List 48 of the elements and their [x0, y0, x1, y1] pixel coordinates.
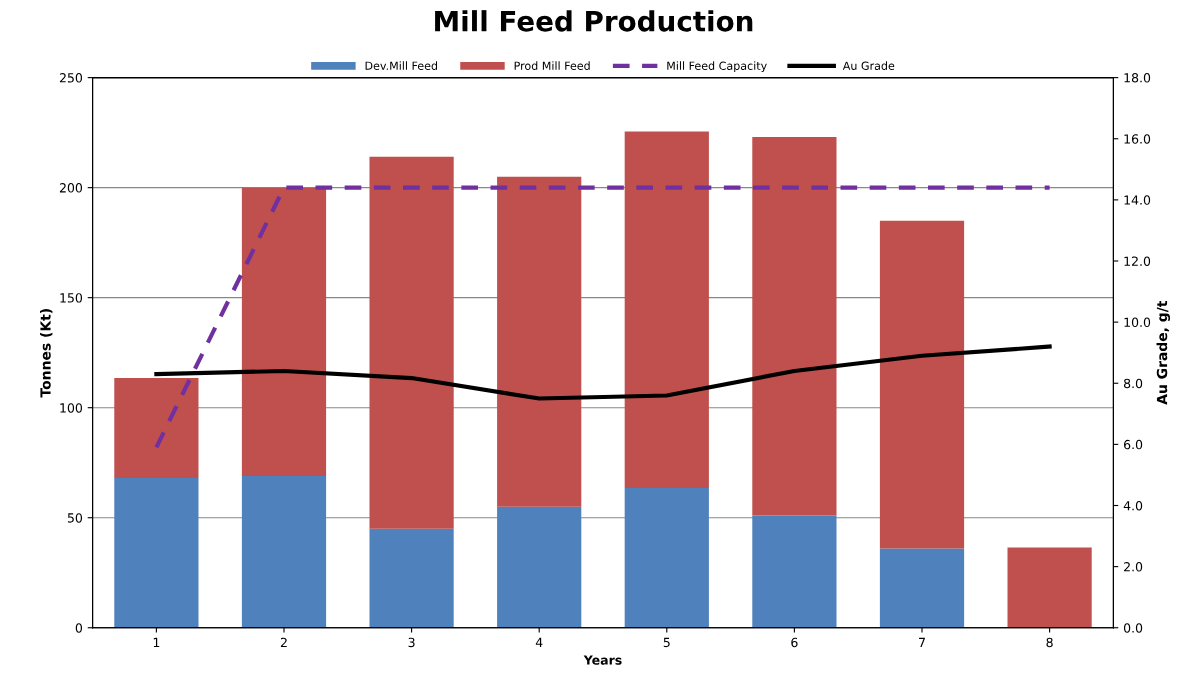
- x-tick-label: 4: [535, 637, 543, 647]
- y2-tick-label: 16.0: [1124, 134, 1151, 144]
- bar: [752, 515, 837, 628]
- y-tick-label: 200: [59, 183, 83, 193]
- bar: [241, 187, 327, 476]
- bar: [879, 548, 965, 628]
- bar: [241, 475, 327, 628]
- y2-tick-label: 6.0: [1124, 439, 1143, 450]
- y2-tick-label: 8.0: [1123, 378, 1143, 389]
- x-tick-label: 1: [153, 637, 160, 647]
- y-tick-label: 0: [75, 623, 83, 633]
- y-axis-title: Tonnes (Kt): [40, 309, 53, 398]
- legend-label: Mill Feed Capacity: [667, 61, 767, 73]
- bar: [624, 488, 709, 628]
- x-axis-title: Years: [583, 655, 622, 665]
- y-tick-label: 250: [59, 73, 83, 83]
- y-tick-label: 150: [60, 293, 83, 303]
- bar: [1007, 547, 1092, 628]
- chart-title: Mill Feed Production: [435, 10, 753, 32]
- bar: [114, 377, 199, 479]
- y2-tick-label: 18.0: [1124, 73, 1151, 83]
- bar: [497, 176, 582, 507]
- x-tick-label: 3: [408, 637, 415, 648]
- y2-tick-label: 10.0: [1124, 317, 1151, 328]
- bar: [369, 528, 454, 628]
- x-tick-label: 8: [1046, 637, 1053, 648]
- legend-label: Au Grade: [842, 61, 895, 70]
- x-tick-label: 6: [791, 637, 798, 648]
- legend-label: Prod Mill Feed: [514, 61, 590, 70]
- y2-tick-label: 4.0: [1123, 500, 1143, 511]
- bar: [369, 156, 454, 529]
- bar: [752, 137, 837, 516]
- x-tick-label: 5: [663, 637, 670, 648]
- x-tick-label: 2: [280, 637, 287, 647]
- y2-tick-label: 2.0: [1124, 562, 1143, 572]
- bar: [497, 506, 582, 628]
- bar: [624, 131, 709, 489]
- y2-tick-label: 12.0: [1124, 256, 1151, 266]
- y2-tick-label: 14.0: [1124, 195, 1151, 205]
- y2-tick-label: 0.0: [1123, 623, 1143, 633]
- y2-axis-title: Au Grade, g/t: [1156, 300, 1171, 405]
- y-tick-label: 100: [60, 403, 83, 413]
- line-series: [154, 344, 1052, 401]
- y-tick-label: 50: [67, 513, 83, 523]
- x-tick-label: 7: [919, 637, 925, 647]
- bar: [114, 478, 199, 628]
- legend-label: Dev.Mill Feed: [365, 61, 438, 70]
- bar: [879, 220, 965, 549]
